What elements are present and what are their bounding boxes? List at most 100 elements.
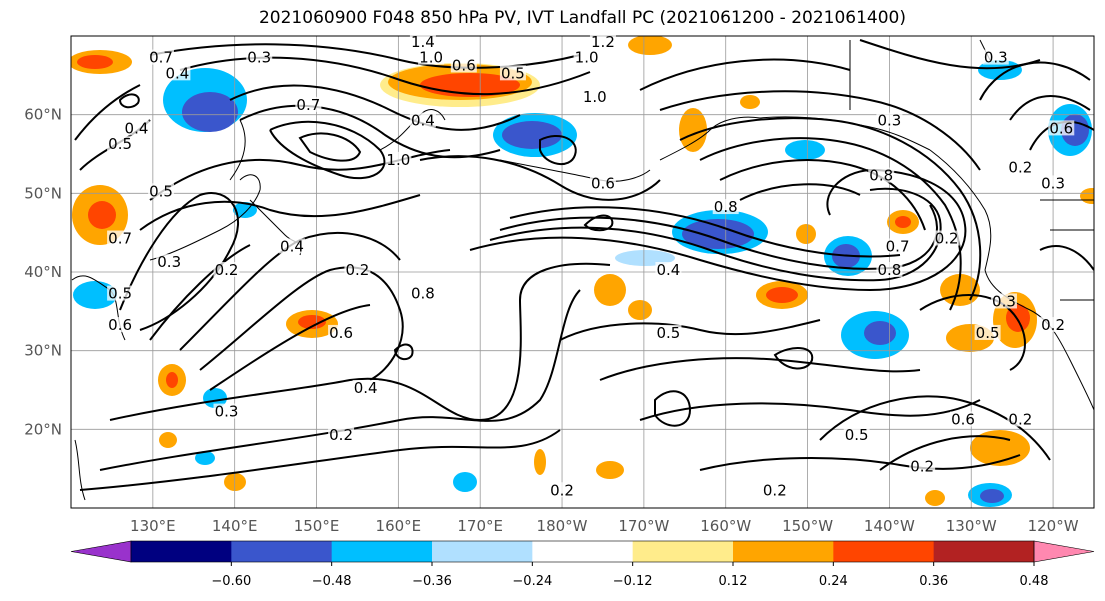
latitude-labels: 60°N 50°N 40°N 30°N 20°N bbox=[24, 106, 62, 439]
colorbar-segment bbox=[733, 541, 834, 562]
contour-label: 0.3 bbox=[984, 49, 1008, 67]
contour-label-bg bbox=[589, 175, 616, 191]
contour-label: 0.3 bbox=[877, 112, 901, 130]
latitude-label: 60°N bbox=[24, 106, 62, 124]
contour-label-bg bbox=[409, 285, 436, 301]
contour-label: 0.5 bbox=[845, 426, 869, 444]
contour-label-bg bbox=[418, 49, 445, 65]
contour-label-bg bbox=[909, 458, 936, 474]
contour-label-bg bbox=[950, 411, 977, 427]
contour-label: 1.2 bbox=[591, 33, 615, 51]
contour-label-bg bbox=[123, 120, 150, 136]
contour-label-bg bbox=[107, 285, 134, 301]
contour-label: 0.5 bbox=[976, 324, 1000, 342]
contour-label: 0.6 bbox=[591, 174, 615, 192]
contour-label: 0.8 bbox=[869, 167, 893, 185]
contour-label-bg bbox=[990, 293, 1017, 309]
colorbar-segment bbox=[833, 541, 935, 562]
colorbar-max-extension bbox=[1033, 540, 1095, 563]
contour-label: 0.4 bbox=[280, 237, 304, 255]
colorbar-tick-label: −0.36 bbox=[412, 574, 452, 589]
longitude-label: 160°E bbox=[376, 517, 422, 535]
contour-label: 0.6 bbox=[452, 56, 476, 74]
contour-label-bg bbox=[213, 262, 240, 277]
contour-label: 0.4 bbox=[411, 112, 435, 130]
contour-label: 0.3 bbox=[215, 403, 239, 421]
longitude-label: 170°E bbox=[457, 517, 503, 535]
colorbar-tick-label: −0.24 bbox=[512, 574, 552, 589]
contour-label-bg bbox=[876, 262, 903, 277]
contour-label: 0.2 bbox=[1041, 316, 1065, 334]
contour-label: 0.3 bbox=[247, 49, 271, 67]
contour-label: 0.4 bbox=[354, 379, 378, 397]
contour-label-bg bbox=[655, 324, 682, 340]
contour-label: 0.3 bbox=[1041, 174, 1065, 192]
contour-label-bg bbox=[573, 49, 600, 65]
contour-label: 0.5 bbox=[108, 285, 132, 303]
colorbar-tick-label: −0.12 bbox=[613, 574, 653, 589]
contour-label-bg bbox=[843, 427, 870, 443]
colorbar-tick-label: 0.36 bbox=[919, 574, 948, 589]
contour-label-bg bbox=[712, 199, 739, 215]
contour-label-bg bbox=[328, 324, 355, 340]
contour-label: 0.2 bbox=[346, 261, 370, 279]
contour-label: 0.2 bbox=[550, 481, 574, 499]
contour-label-bg bbox=[982, 49, 1009, 65]
contour-label-bg bbox=[344, 262, 371, 277]
contour-label-bg bbox=[107, 136, 134, 152]
contour-label: 0.3 bbox=[157, 253, 181, 271]
longitude-label: 130°W bbox=[946, 517, 997, 535]
contour-label-bg bbox=[868, 167, 895, 183]
contour-label: 0.5 bbox=[108, 135, 132, 153]
contour-label: 1.0 bbox=[583, 88, 607, 106]
contour-label: 0.6 bbox=[951, 410, 975, 428]
map-title: 2021060900 F048 850 hPa PV, IVT Landfall… bbox=[258, 8, 906, 28]
contour-label: 0.2 bbox=[329, 426, 353, 444]
contour-label-bg bbox=[761, 482, 788, 498]
contour-label-bg bbox=[1007, 159, 1034, 175]
contour-label-bg bbox=[1040, 175, 1067, 191]
colorbar-tick-label: −0.48 bbox=[312, 574, 352, 589]
contour-label: 0.2 bbox=[1008, 159, 1032, 177]
colorbar-segment bbox=[331, 541, 433, 562]
contour-label-bg bbox=[164, 65, 191, 81]
contour-label: 0.7 bbox=[108, 230, 132, 248]
contour-label: 0.5 bbox=[501, 64, 525, 82]
contour-label: 0.8 bbox=[714, 198, 738, 216]
contour-label-bg bbox=[385, 151, 412, 167]
longitude-label: 140°E bbox=[212, 517, 258, 535]
latitude-label: 30°N bbox=[24, 342, 62, 360]
longitude-label: 140°W bbox=[864, 517, 915, 535]
contour-label: 0.6 bbox=[108, 316, 132, 334]
contour-label: 0.4 bbox=[657, 261, 681, 279]
contour-label: 0.4 bbox=[125, 119, 149, 137]
contour-label: 0.2 bbox=[935, 230, 959, 248]
longitude-label: 150°E bbox=[294, 517, 340, 535]
latitude-label: 50°N bbox=[24, 184, 62, 202]
contour-label: 0.2 bbox=[1008, 410, 1032, 428]
colorbar-segment bbox=[131, 541, 232, 562]
contour-label-bg bbox=[328, 427, 355, 443]
contour-label: 0.3 bbox=[992, 292, 1016, 310]
longitude-label: 170°W bbox=[618, 517, 669, 535]
contour-label-bg bbox=[499, 65, 526, 81]
contour-label-bg bbox=[352, 380, 379, 395]
contour-label-bg bbox=[549, 482, 576, 498]
colorbar-segment bbox=[231, 541, 333, 562]
contour-label-bg bbox=[148, 49, 175, 65]
contour-label: 1.4 bbox=[411, 33, 435, 51]
contour-label: 0.5 bbox=[657, 324, 681, 342]
longitude-label: 180°W bbox=[537, 517, 588, 535]
graticule bbox=[71, 36, 1094, 508]
colorbar-outline bbox=[130, 540, 1035, 563]
contour-label-bg bbox=[589, 33, 616, 49]
contour-label: 0.8 bbox=[877, 261, 901, 279]
colorbar-tick-label: 0.12 bbox=[719, 574, 748, 589]
contour-label-bg bbox=[581, 88, 608, 104]
longitude-label: 120°W bbox=[1028, 517, 1079, 535]
longitude-label: 150°W bbox=[782, 517, 833, 535]
contour-label: 0.6 bbox=[329, 324, 353, 342]
latitude-label: 40°N bbox=[24, 263, 62, 281]
contour-label: 0.7 bbox=[149, 49, 173, 67]
